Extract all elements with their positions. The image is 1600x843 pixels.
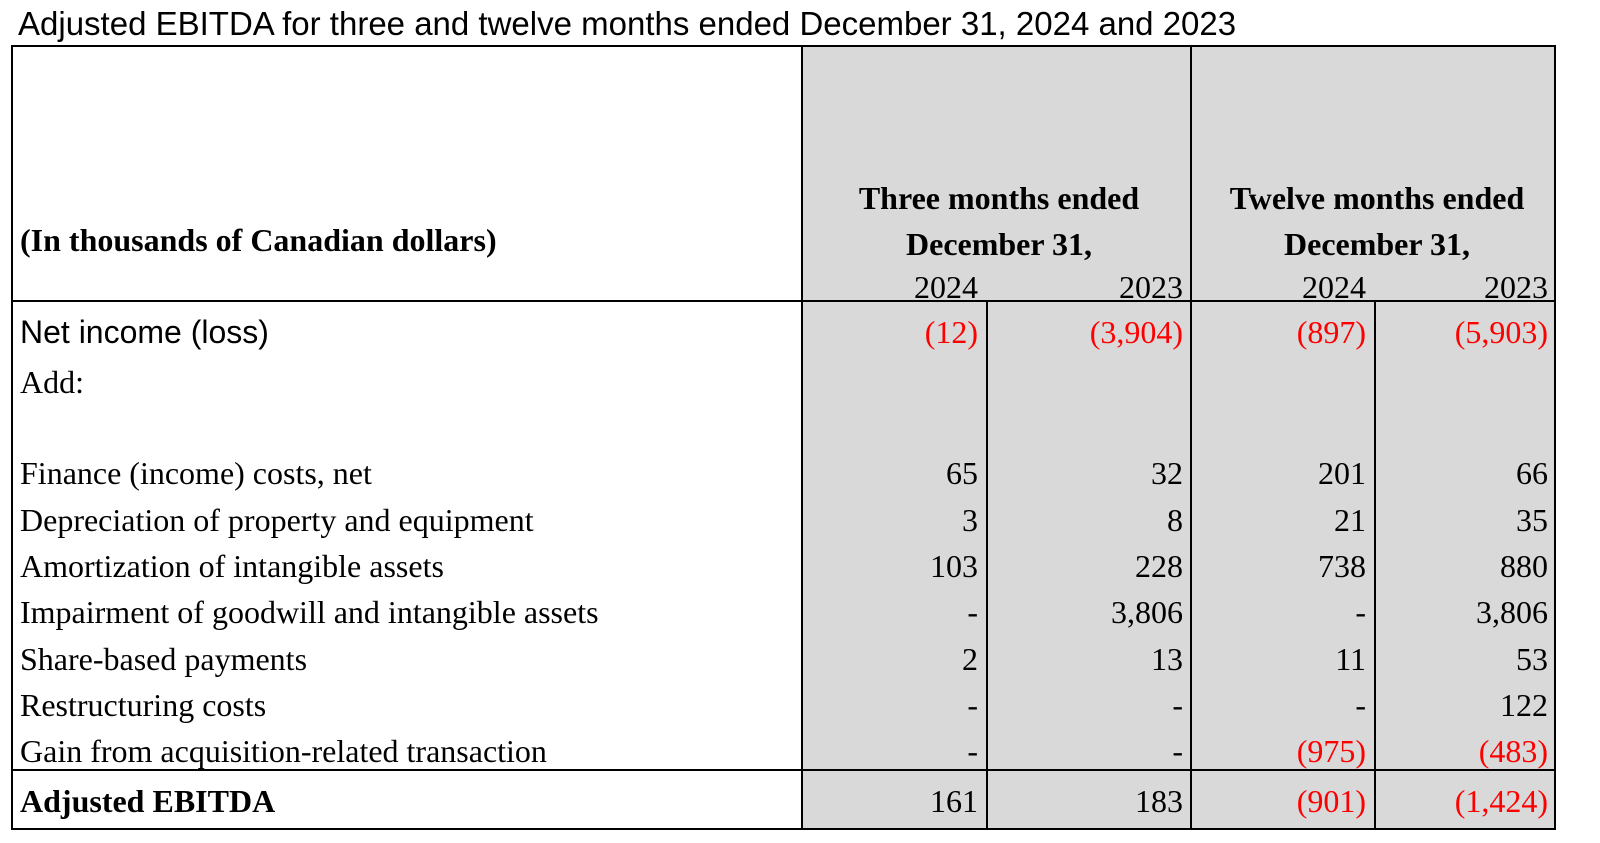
value-cell: 228 — [1135, 548, 1183, 584]
row-label: Add: — [20, 364, 84, 400]
total-divider — [13, 769, 1554, 771]
period-label-line2: December 31, — [906, 226, 1092, 262]
numeric-columns-shade — [802, 47, 1554, 828]
year-header: 2024 — [914, 269, 978, 305]
total-label: Adjusted EBITDA — [20, 783, 276, 819]
header-divider — [13, 300, 1554, 302]
value-cell: (3,904) — [1089, 314, 1183, 350]
value-cell: 8 — [1167, 502, 1183, 538]
row-label: Gain from acquisition-related transactio… — [20, 733, 547, 769]
value-cell: 53 — [1516, 641, 1548, 677]
value-cell: - — [967, 687, 978, 723]
row-label: Impairment of goodwill and intangible as… — [20, 594, 599, 630]
period-label-line1: Three months ended — [858, 180, 1140, 216]
value-cell: 738 — [1318, 548, 1366, 584]
value-cell: 11 — [1335, 641, 1366, 677]
value-cell: - — [1355, 687, 1366, 723]
value-cell: 3,806 — [1476, 594, 1548, 630]
value-cell: 2 — [962, 641, 978, 677]
value-cell: (975) — [1296, 733, 1366, 769]
value-cell: - — [1172, 733, 1183, 769]
table-row: Share-based payments 2 13 11 53 — [13, 636, 1554, 682]
value-cell: - — [967, 733, 978, 769]
value-cell: (483) — [1478, 733, 1548, 769]
row-label: Share-based payments — [20, 641, 308, 677]
row-label: Amortization of intangible assets — [20, 548, 444, 584]
value-cell: 201 — [1318, 455, 1366, 491]
value-cell: 3 — [962, 502, 978, 538]
column-divider — [1190, 47, 1192, 828]
value-cell: (897) — [1296, 314, 1366, 350]
value-cell: 3,806 — [1111, 594, 1183, 630]
value-cell: 21 — [1334, 502, 1366, 538]
total-value-cell: 161 — [930, 783, 978, 819]
table-row: Depreciation of property and equipment 3… — [13, 497, 1554, 543]
value-cell: - — [1355, 594, 1366, 630]
total-row: Adjusted EBITDA 161 183 (901) (1,424) — [13, 778, 1554, 824]
table-row: Restructuring costs - - - 122 — [13, 682, 1554, 728]
column-divider — [801, 47, 803, 828]
table-row: Add: — [13, 359, 1554, 405]
value-cell: 35 — [1516, 502, 1548, 538]
column-divider — [986, 301, 988, 828]
period-header-twelve-months: Twelve months ended December 31, — [1188, 175, 1566, 267]
value-cell: 880 — [1500, 548, 1548, 584]
year-header: 2023 — [1484, 269, 1548, 305]
value-cell: 122 — [1500, 687, 1548, 723]
table-row: Amortization of intangible assets 103 22… — [13, 543, 1554, 589]
value-cell: - — [1172, 687, 1183, 723]
ebitda-table: (In thousands of Canadian dollars) Three… — [11, 45, 1556, 830]
table-row: Finance (income) costs, net 65 32 201 66 — [13, 450, 1554, 496]
period-header-three-months: Three months ended December 31, — [810, 175, 1188, 267]
value-cell: 32 — [1151, 455, 1183, 491]
table-title: Adjusted EBITDA for three and twelve mon… — [18, 5, 1237, 42]
row-label: Net income (loss) — [20, 314, 269, 350]
period-label-line2: December 31, — [1284, 226, 1470, 262]
value-cell: 13 — [1151, 641, 1183, 677]
value-cell: (12) — [924, 314, 978, 350]
value-cell: - — [967, 594, 978, 630]
value-cell: (5,903) — [1454, 314, 1548, 350]
value-cell: 65 — [946, 455, 978, 491]
year-header: 2023 — [1119, 269, 1183, 305]
total-value-cell: (1,424) — [1454, 783, 1548, 819]
value-cell: 103 — [930, 548, 978, 584]
row-label: Restructuring costs — [20, 687, 267, 723]
period-label-line1: Twelve months ended — [1229, 180, 1525, 216]
total-value-cell: 183 — [1135, 783, 1183, 819]
column-divider — [1374, 301, 1376, 828]
units-header: (In thousands of Canadian dollars) — [20, 222, 497, 258]
year-header: 2024 — [1302, 269, 1366, 305]
table-row: Gain from acquisition-related transactio… — [13, 728, 1554, 774]
row-label: Depreciation of property and equipment — [20, 502, 534, 538]
table-row: Net income (loss) (12) (3,904) (897) (5,… — [13, 309, 1554, 355]
row-label: Finance (income) costs, net — [20, 455, 372, 491]
total-value-cell: (901) — [1296, 783, 1366, 819]
table-row: Impairment of goodwill and intangible as… — [13, 589, 1554, 635]
value-cell: 66 — [1516, 455, 1548, 491]
